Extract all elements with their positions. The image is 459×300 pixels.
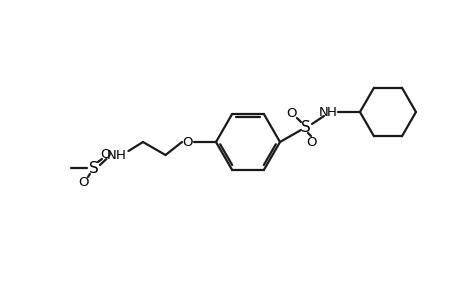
Text: H: H — [115, 148, 125, 161]
Text: S: S — [301, 119, 310, 134]
Text: O: O — [306, 136, 317, 148]
Text: N: N — [319, 106, 328, 118]
Text: O: O — [182, 136, 193, 148]
Text: O: O — [286, 106, 297, 119]
Text: O: O — [101, 148, 111, 160]
Text: S: S — [89, 160, 99, 175]
Text: H: H — [326, 106, 336, 118]
Text: N: N — [106, 148, 116, 161]
Text: O: O — [78, 176, 89, 188]
